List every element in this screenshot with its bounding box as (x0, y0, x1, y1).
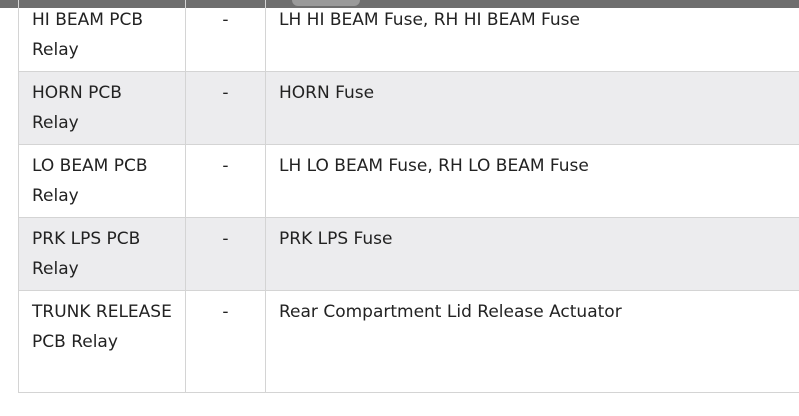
controls-cell: HORN Fuse (265, 71, 799, 145)
location-cell: - (185, 217, 266, 291)
location-cell: - (185, 290, 266, 393)
component-cell: HI BEAM PCB Relay (18, 0, 186, 72)
relay-table: HI BEAM PCB Relay - LH HI BEAM Fuse, RH HI… (18, 0, 799, 393)
table-row: PRK LPS PCB Relay - PRK LPS Fuse (18, 217, 799, 291)
controls-cell: PRK LPS Fuse (265, 217, 799, 291)
location-cell: - (185, 71, 266, 145)
table-row: HI BEAM PCB Relay - LH HI BEAM Fuse, RH HI… (18, 0, 799, 72)
component-cell: TRUNK RELEASE PCB Relay (18, 290, 186, 393)
table-row: LO BEAM PCB Relay - LH LO BEAM Fuse, RH LO… (18, 144, 799, 218)
table-row: TRUNK RELEASE PCB Relay - Rear Compartment… (18, 290, 799, 393)
location-cell: - (185, 0, 266, 72)
controls-cell: LH LO BEAM Fuse, RH LO BEAM Fuse (265, 144, 799, 218)
component-cell: LO BEAM PCB Relay (18, 144, 186, 218)
controls-cell: LH HI BEAM Fuse, RH HI BEAM Fuse (265, 0, 799, 72)
component-cell: HORN PCB Relay (18, 71, 186, 145)
location-cell: - (185, 144, 266, 218)
table-row: HORN PCB Relay - HORN Fuse (18, 71, 799, 145)
controls-cell: Rear Compartment Lid Release Actuator (265, 290, 799, 393)
component-cell: PRK LPS PCB Relay (18, 217, 186, 291)
